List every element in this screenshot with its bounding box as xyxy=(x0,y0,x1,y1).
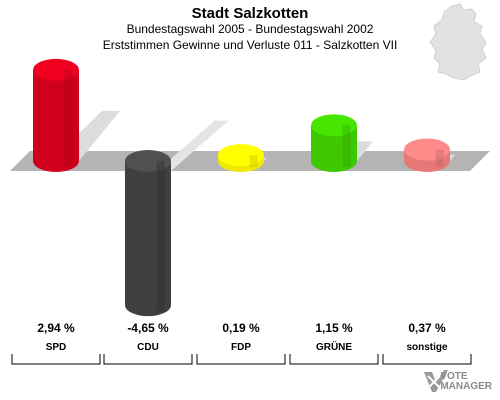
category-label: FDP xyxy=(231,342,251,353)
value-label: 1,15 % xyxy=(315,321,353,335)
bar-body xyxy=(125,161,171,306)
bar-top xyxy=(404,138,450,161)
category-label: GRÜNE xyxy=(316,340,352,353)
watermark-text: VOTE MANAGER xyxy=(440,372,492,392)
bar-top xyxy=(218,144,264,167)
bar-shadow xyxy=(157,120,229,171)
category-label: sonstige xyxy=(406,342,448,353)
germany-map-icon xyxy=(429,3,487,81)
bar-bottom xyxy=(33,150,79,172)
bar-top xyxy=(33,58,79,81)
chart-title: Stadt Salzkotten xyxy=(191,5,309,22)
vote-manager-logo xyxy=(424,370,448,392)
chart-subtitle: Bundestagswahl 2005 - Bundestagswahl 200… xyxy=(126,22,374,36)
chart-subtitle-2: Erststimmen Gewinne und Verluste 011 - S… xyxy=(102,38,398,52)
value-label: 0,37 % xyxy=(408,321,446,335)
value-label: -4,65 % xyxy=(127,321,169,335)
category-bracket xyxy=(11,354,101,365)
bar-top xyxy=(125,150,171,172)
category-bracket xyxy=(103,354,193,365)
category-label: SPD xyxy=(46,342,67,353)
bar-bottom xyxy=(311,150,357,172)
bar-top xyxy=(311,114,357,137)
category-label: CDU xyxy=(137,342,159,353)
category-bracket xyxy=(382,354,472,365)
bar-bottom xyxy=(125,294,171,317)
watermark-line-2: MANAGER xyxy=(440,381,492,392)
value-label: 0,19 % xyxy=(222,321,260,335)
bar-body xyxy=(33,69,79,161)
value-label: 2,94 % xyxy=(37,321,75,335)
category-bracket xyxy=(289,354,379,365)
category-bracket xyxy=(196,354,286,365)
watermark-line-1: VOTE xyxy=(440,371,468,382)
